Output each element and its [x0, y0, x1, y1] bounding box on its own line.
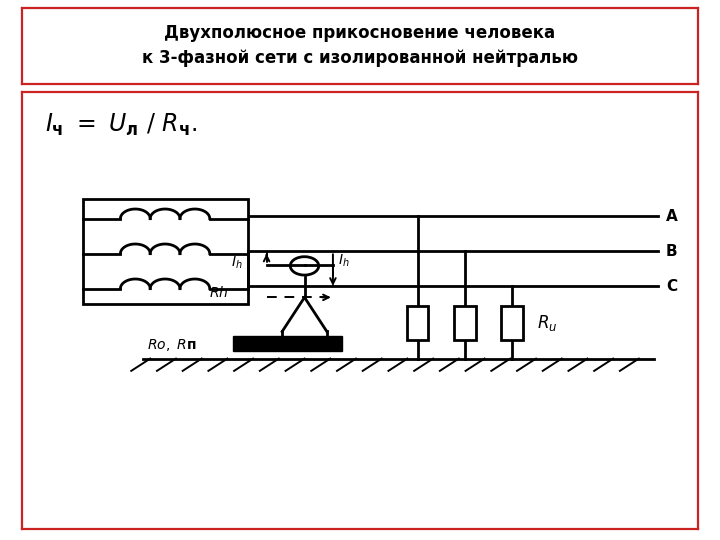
Text: $\mathit{I_h}$: $\mathit{I_h}$: [231, 255, 243, 271]
Text: $\mathit{Rh}$: $\mathit{Rh}$: [209, 285, 228, 300]
Bar: [83, 199, 248, 304]
Text: $\mathit{Ro,\ R}$п: $\mathit{Ro,\ R}$п: [147, 336, 197, 353]
Text: $\mathit{I}_\mathregular{ч}\ =\ \mathit{U}_\mathregular{л}\ /\ \mathit{R}_\mathr: $\mathit{I}_\mathregular{ч}\ =\ \mathit{…: [45, 111, 197, 138]
Text: C: C: [666, 279, 677, 294]
Bar: [501, 306, 523, 340]
Bar: [407, 306, 428, 340]
Text: Двухполюсное прикосновение человека
к 3-фазной сети с изолированной нейтралью: Двухполюсное прикосновение человека к 3-…: [142, 24, 578, 68]
Text: B: B: [666, 244, 678, 259]
Text: $\mathit{I_h}$: $\mathit{I_h}$: [338, 253, 350, 269]
Text: A: A: [666, 209, 678, 224]
Bar: [233, 336, 343, 351]
Text: $\mathit{R_u}$: $\mathit{R_u}$: [537, 313, 558, 333]
Circle shape: [290, 256, 319, 275]
Bar: [454, 306, 476, 340]
